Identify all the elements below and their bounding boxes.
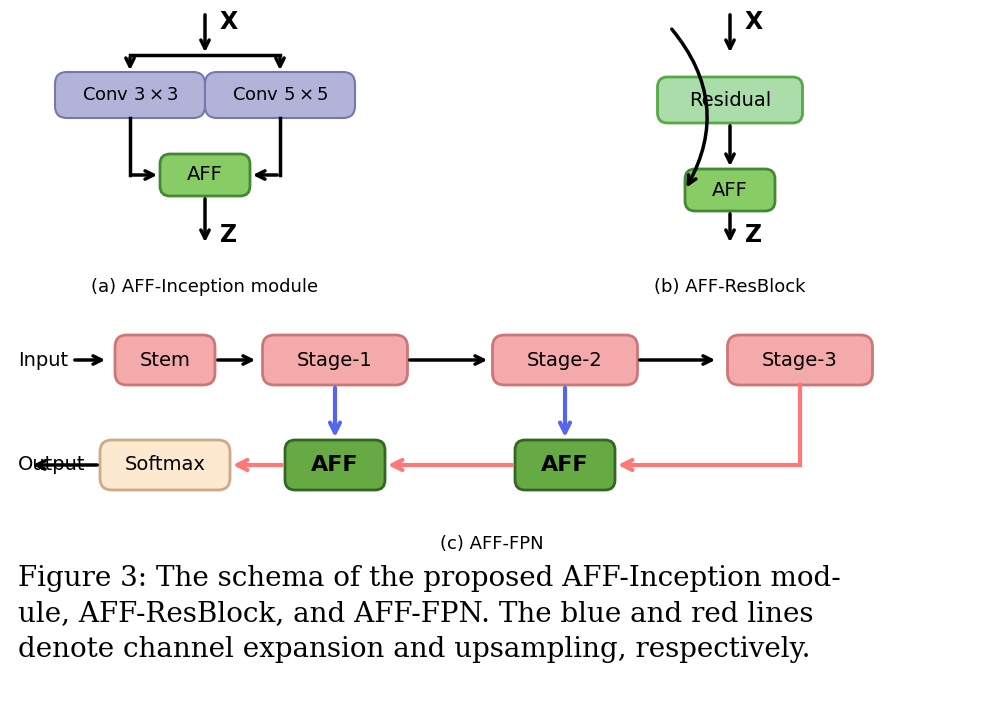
FancyBboxPatch shape [515, 440, 615, 490]
FancyBboxPatch shape [658, 77, 803, 123]
Text: $\mathbf{X}$: $\mathbf{X}$ [219, 10, 238, 34]
Text: Stem: Stem [140, 351, 190, 369]
Text: Residual: Residual [689, 90, 771, 109]
FancyBboxPatch shape [685, 169, 775, 211]
FancyBboxPatch shape [100, 440, 230, 490]
Text: $\mathbf{Z}$: $\mathbf{Z}$ [219, 223, 237, 247]
Text: Stage-3: Stage-3 [762, 351, 838, 369]
Text: (c) AFF-FPN: (c) AFF-FPN [440, 535, 544, 553]
FancyBboxPatch shape [728, 335, 873, 385]
FancyBboxPatch shape [285, 440, 385, 490]
Text: Output: Output [18, 455, 86, 474]
Text: Conv $3\times3$: Conv $3\times3$ [82, 86, 178, 104]
Text: $\mathbf{Z}$: $\mathbf{Z}$ [744, 223, 762, 247]
Text: Softmax: Softmax [124, 455, 206, 474]
Text: $\mathbf{X}$: $\mathbf{X}$ [744, 10, 763, 34]
FancyBboxPatch shape [115, 335, 215, 385]
Text: (a) AFF-Inception module: (a) AFF-Inception module [92, 278, 318, 296]
FancyBboxPatch shape [492, 335, 637, 385]
Text: AFF: AFF [311, 455, 359, 475]
Text: Figure 3: The schema of the proposed AFF-Inception mod-
ule, AFF-ResBlock, and A: Figure 3: The schema of the proposed AFF… [18, 565, 841, 663]
FancyBboxPatch shape [205, 72, 355, 118]
Text: Stage-1: Stage-1 [297, 351, 373, 369]
Text: Input: Input [18, 351, 68, 369]
Text: (b) AFF-ResBlock: (b) AFF-ResBlock [654, 278, 806, 296]
FancyBboxPatch shape [55, 72, 205, 118]
Text: AFF: AFF [187, 166, 223, 184]
FancyBboxPatch shape [262, 335, 408, 385]
Text: AFF: AFF [712, 181, 748, 200]
Text: AFF: AFF [541, 455, 589, 475]
Text: Stage-2: Stage-2 [527, 351, 603, 369]
Text: Conv $5\times5$: Conv $5\times5$ [231, 86, 328, 104]
FancyBboxPatch shape [160, 154, 250, 196]
